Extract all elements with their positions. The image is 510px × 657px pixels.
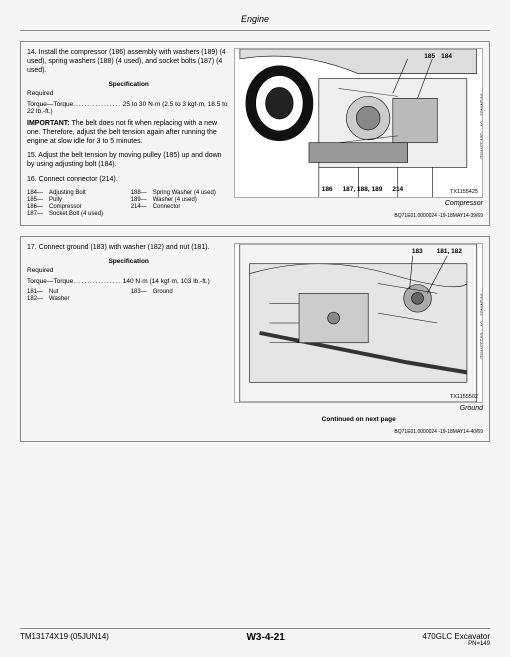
header-title: Engine — [241, 14, 269, 24]
fig2-caption: Ground — [234, 405, 483, 412]
ref-2: BQ71E01,0000024 -19-18MAY14-40/69 — [234, 429, 483, 435]
page-header: Engine — [20, 10, 490, 31]
required-1: Required — [27, 90, 230, 97]
section2-text: 17. Connect ground (183) with washer (18… — [27, 243, 230, 435]
section1-text: 14. Install the compressor (186) assembl… — [27, 48, 230, 219]
parts-table-1: 184—Adjusting Bolt188—Spring Washer (4 u… — [27, 190, 230, 217]
important-note: IMPORTANT: The belt does not fit when re… — [27, 119, 230, 146]
compressor-illustration — [235, 49, 482, 197]
fig1-side: TX1155425 —19—18MAR14 — [481, 94, 483, 159]
footer-center: W3-4-21 — [246, 632, 284, 643]
spec-header-1: Specification — [27, 81, 230, 88]
step-17: 17. Connect ground (183) with washer (18… — [27, 243, 230, 252]
ground-illustration — [235, 244, 482, 402]
fig1-code: TX1155425 — [450, 189, 478, 195]
fig2-code: TX1155502 — [450, 394, 478, 400]
torque-label-2: Torque—Torque — [27, 278, 73, 285]
torque-2: Torque—Torque 140 N·m (14 kgf·m, 103 lb.… — [27, 278, 230, 285]
section1-figure-col: 185 184 — [234, 48, 483, 219]
section-2: 17. Connect ground (183) with washer (18… — [20, 236, 490, 442]
callouts-top-2: 183 181, 182 — [412, 248, 462, 255]
step-14: 14. Install the compressor (186) assembl… — [27, 48, 230, 75]
footer-pn: PN=149 — [422, 641, 490, 647]
footer-left: TM13174X19 (05JUN14) — [20, 632, 109, 641]
torque-val-2: 140 N·m (14 kgf·m, 103 lb.-ft.) — [123, 278, 210, 285]
footer-model: 470GLC Excavator — [422, 632, 490, 641]
footer-right: 470GLC Excavator PN=149 — [422, 632, 490, 647]
callouts-top-1: 185 184 — [424, 53, 452, 60]
step-15: 15. Adjust the belt tension by moving pu… — [27, 151, 230, 169]
required-2: Required — [27, 267, 230, 274]
section2-figure-col: 183 181, 182 TX — [234, 243, 483, 435]
callouts-bottom-1: 186 187, 188, 189 214 — [322, 186, 403, 193]
torque-1: Torque—Torque 25 to 30 N·m (2.5 to 3 kgf… — [27, 101, 230, 115]
spec-header-2: Specification — [27, 258, 230, 265]
continued-text: Continued on next page — [234, 416, 483, 423]
figure-1: 185 184 — [234, 48, 483, 198]
page-footer: TM13174X19 (05JUN14) W3-4-21 470GLC Exca… — [20, 628, 490, 647]
parts-table-2: 181—Nut183—Ground 182—Washer — [27, 289, 230, 302]
ref-1: BQ71E01,0000024 -19-18MAY14-39/69 — [234, 213, 483, 219]
torque-label-1: Torque—Torque — [27, 101, 73, 108]
fig1-caption: Compressor — [234, 200, 483, 207]
fig2-side: TX1155502 —19—18MAR14 — [481, 294, 483, 359]
step-16: 16. Connect connector (214). — [27, 175, 230, 184]
figure-2: 183 181, 182 TX — [234, 243, 483, 403]
section-1: 14. Install the compressor (186) assembl… — [20, 41, 490, 226]
